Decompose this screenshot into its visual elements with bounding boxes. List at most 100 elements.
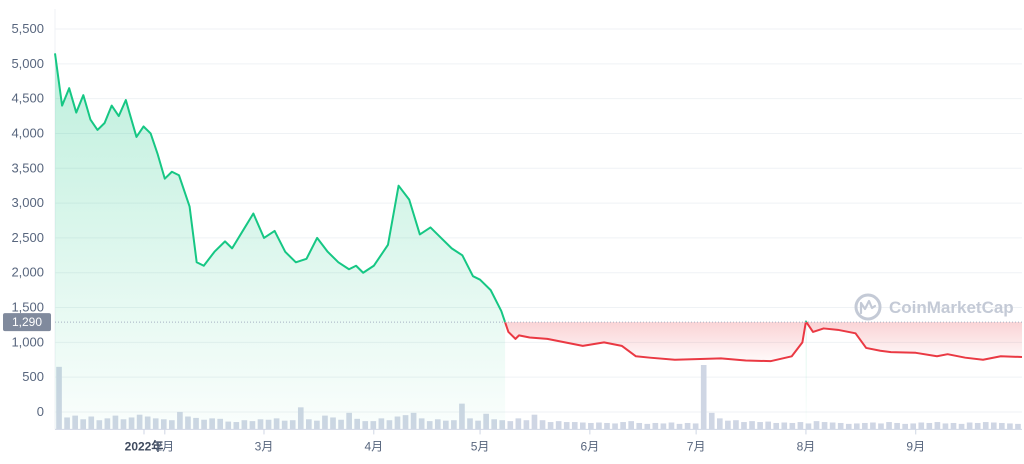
volume-bar (652, 422, 659, 430)
volume-bar (700, 365, 707, 430)
price-line (54, 53, 1023, 363)
volume-bar (789, 422, 796, 430)
volume-bar (588, 422, 594, 430)
volume-bar (596, 422, 602, 430)
volume-bar (813, 421, 820, 430)
price-area-up (55, 53, 506, 430)
volume-bar (749, 421, 755, 430)
y-tick-label: 5,000 (11, 56, 44, 71)
volume-bar (1015, 423, 1021, 430)
volume-bar (902, 423, 908, 430)
volume-bar (668, 422, 675, 430)
volume-bar (523, 420, 530, 430)
x-tick-label: 6月 (581, 439, 600, 453)
volume-bar (660, 423, 667, 430)
volume-bar (716, 418, 723, 430)
volume-bar (676, 423, 683, 430)
coinmarketcap-watermark: CoinMarketCap (854, 293, 1014, 321)
x-tick-label: 2月 (155, 439, 174, 453)
volume-bar (571, 422, 578, 430)
y-axis: 5,500 5,000 4,500 4,000 3,500 3,000 2,500 2,000… (11, 21, 44, 419)
y-tick-label: 3,500 (11, 160, 44, 175)
volume-bar (725, 420, 731, 430)
volume-bar (829, 422, 836, 430)
watermark-text: CoinMarketCap (889, 298, 1014, 317)
y-tick-label: 2,000 (11, 265, 44, 280)
volume-bar (733, 420, 739, 430)
reference-badge (3, 313, 51, 332)
volume-bar (563, 422, 570, 430)
x-tick-label: 5月 (471, 439, 490, 453)
x-tick-label: 9月 (906, 439, 925, 453)
y-tick-label: 500 (22, 369, 44, 384)
volume-bar (547, 422, 554, 430)
volume-bar (950, 422, 957, 430)
y-tick-label: 2,500 (11, 230, 44, 245)
volume-bar (612, 423, 618, 430)
volume-bar (531, 414, 538, 430)
volume-bar (580, 422, 586, 430)
price-area-up (805, 321, 807, 430)
volume-bar (999, 422, 1005, 430)
price-line-down (805, 321, 1023, 361)
y-tick-label: 0 (37, 404, 44, 419)
y-tick-label: 5,500 (11, 21, 44, 36)
volume-bar (797, 422, 804, 430)
x-tick-label: 7月 (687, 439, 706, 453)
volume-bar (1007, 423, 1013, 430)
volume-bar (958, 423, 965, 430)
y-tick-label: 4,000 (11, 125, 44, 140)
volume-bar (805, 423, 812, 430)
x-tick-label: 3月 (255, 439, 274, 453)
price-area-down (806, 322, 1022, 360)
volume-bar (692, 423, 699, 430)
volume-bar (934, 422, 941, 430)
volume-bar (708, 412, 715, 430)
volume-bar (862, 422, 868, 430)
volume-bar (628, 421, 634, 430)
y-tick-label: 1,000 (11, 334, 44, 349)
volume-bar (990, 422, 997, 430)
volume-bar (894, 422, 900, 430)
volume-bar (926, 422, 933, 430)
x-tick-label: 2022年 (125, 438, 164, 453)
volume-bar (684, 422, 691, 430)
volume-bar (741, 422, 747, 430)
price-line-up (54, 53, 507, 323)
price-line-down (504, 321, 807, 363)
volume-bar (620, 422, 626, 430)
volume-bar (837, 422, 844, 430)
volume-bar (515, 418, 522, 430)
volume-bar (853, 423, 860, 430)
volume-bar (781, 422, 788, 430)
volume-bar (845, 423, 852, 430)
volume-bar (974, 422, 981, 430)
volume-bar (507, 421, 514, 430)
x-tick-label: 4月 (364, 439, 383, 453)
x-tick-label: 8月 (797, 439, 816, 453)
volume-bar (966, 422, 973, 430)
volume-bar (604, 422, 610, 430)
y-tick-label: 4,500 (11, 91, 44, 106)
volume-bar (644, 423, 651, 430)
volume-bar (982, 422, 989, 430)
volume-bar (918, 422, 925, 430)
price-area (55, 53, 1022, 430)
volume-bar (765, 421, 771, 430)
volume-bar (910, 423, 917, 430)
volume-bar (870, 422, 876, 430)
price-area-down (505, 322, 806, 362)
volume-bar (757, 422, 763, 430)
y-tick-label: 1,500 (11, 300, 44, 315)
y-tick-label: 3,000 (11, 195, 44, 210)
volume-bar (539, 420, 546, 430)
coinmarketcap-logo-icon (854, 293, 882, 321)
volume-bar (555, 421, 562, 430)
volume-bar (942, 423, 949, 430)
reference-badge-label: 1,290 (12, 315, 42, 329)
volume-bar (878, 423, 884, 430)
volume-bar (636, 422, 643, 430)
